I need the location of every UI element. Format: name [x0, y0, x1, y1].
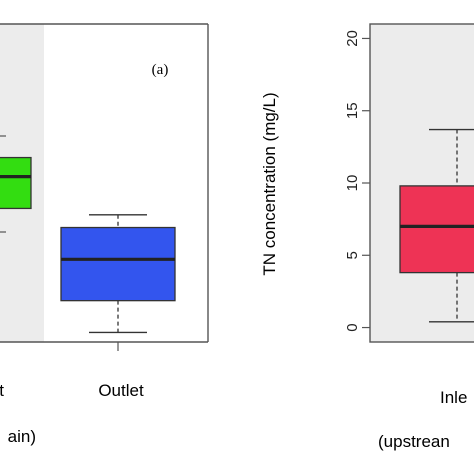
panel-b-plot-area: [369, 23, 474, 343]
panel-a-category-label-1: Outlet: [98, 381, 144, 400]
panel-b-axis-caption: (upstrean: [378, 432, 450, 451]
panel-a-label: (a): [152, 62, 169, 78]
panel-a: (a) t Outlet ain): [0, 23, 209, 446]
panel-b: 0 5 10 15 20 TN concentration (mg/L) Inle (u…: [260, 23, 474, 451]
panel-b-y-tick-label-4: 20: [344, 30, 361, 47]
panel-a-box-0-box: [0, 156, 32, 210]
panel-b-y-axis-title: TN concentration (mg/L): [260, 92, 279, 275]
panel-b-y-tick-label-3: 15: [344, 102, 361, 119]
panel-a-axis-caption: ain): [8, 427, 36, 446]
panel-b-category-label-0: Inle: [440, 388, 467, 407]
panel-b-box-0-box: [399, 185, 474, 274]
panel-a-box-1-box: [60, 226, 176, 302]
panel-a-category-label-0: t: [0, 381, 4, 400]
panel-b-y-tick-label-0: 0: [344, 323, 361, 331]
panel-b-y-tick-label-2: 10: [344, 175, 361, 192]
panel-b-y-tick-label-1: 5: [344, 251, 361, 259]
